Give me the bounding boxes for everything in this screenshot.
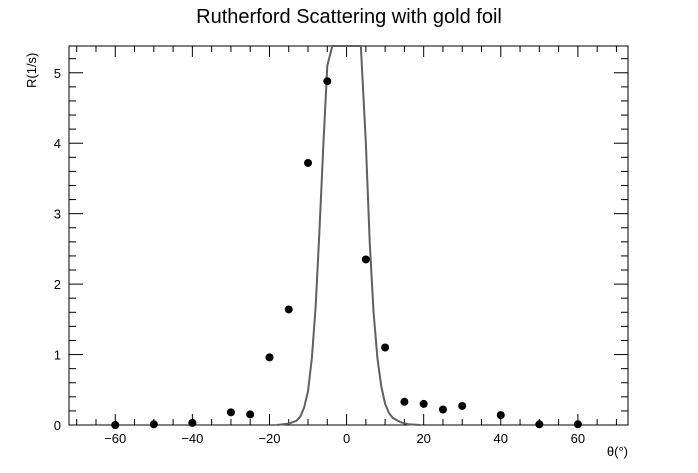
data-point [458, 401, 467, 410]
x-tick-label: 40 [494, 431, 508, 446]
y-axis-label: R(1/s) [24, 53, 39, 88]
y-tick-label: 1 [54, 348, 61, 363]
y-tick-label: 4 [54, 136, 61, 151]
data-point [573, 420, 582, 429]
data-point [149, 420, 158, 429]
y-tick-label: 2 [54, 277, 61, 292]
data-point [111, 421, 120, 429]
data-point [323, 77, 332, 86]
data-point [226, 408, 235, 417]
data-point [381, 343, 390, 352]
y-tick-label: 5 [54, 66, 61, 81]
data-point [284, 305, 293, 314]
data-point [496, 411, 505, 420]
data-point [361, 255, 370, 264]
data-point [438, 405, 447, 414]
y-tick-label: 0 [54, 418, 61, 433]
data-point [304, 158, 313, 167]
data-point [535, 420, 544, 429]
data-point [419, 399, 428, 408]
x-tick-label: 60 [571, 431, 585, 446]
x-tick-label: −20 [258, 431, 280, 446]
x-tick-label: −40 [181, 431, 203, 446]
data-point [188, 418, 197, 427]
data-point [400, 397, 409, 406]
plot-frame [68, 45, 629, 426]
fit-curve [277, 45, 420, 426]
data-point [265, 353, 274, 362]
x-tick-label: −60 [104, 431, 126, 446]
x-axis-label: θ(°) [607, 444, 628, 459]
data-point [246, 410, 255, 419]
x-tick-label: 0 [343, 431, 350, 446]
y-tick-label: 3 [54, 207, 61, 222]
x-tick-label: 20 [416, 431, 430, 446]
chart-title: Rutherford Scattering with gold foil [196, 6, 502, 28]
